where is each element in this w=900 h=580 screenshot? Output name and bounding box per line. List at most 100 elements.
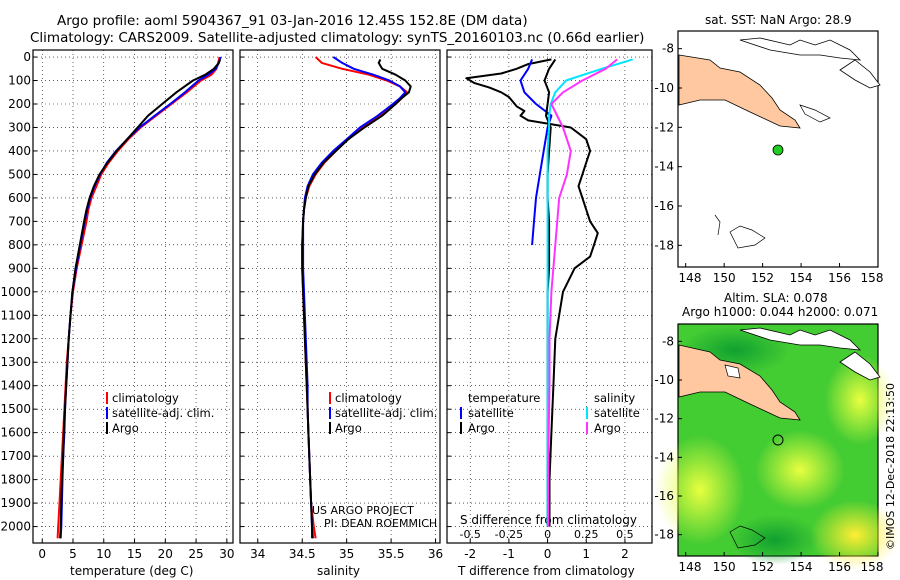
lon-tick-label: 148	[679, 271, 702, 285]
depth-tick-label: 300	[8, 120, 31, 134]
x-tick-label: 20	[158, 547, 173, 561]
depth-tick-label: 400	[8, 144, 31, 158]
sla-high-region	[655, 435, 745, 545]
s-diff-tick-label: -0.5	[459, 528, 480, 541]
x-tick-label: 35	[339, 547, 354, 561]
difference-xlabel: T difference from climatology	[457, 564, 635, 578]
float-position-marker	[772, 434, 784, 446]
s-diff-tick-label: 0.25	[574, 528, 599, 541]
legend-argo: Argo	[335, 421, 362, 435]
depth-tick-label: 200	[8, 97, 31, 111]
lat-tick-label: -10	[654, 81, 674, 95]
diff-legend-t-argo: Argo	[468, 421, 495, 435]
lat-tick-label: -12	[654, 120, 674, 134]
series-line-satellite-adj-clim-	[59, 56, 222, 539]
s-diff-tick-label: -0.25	[495, 528, 523, 541]
series-line-satellite-adj-clim-	[302, 56, 407, 539]
x-tick-label: 5	[69, 547, 77, 561]
islands-outline	[799, 104, 831, 123]
x-tick-label: 25	[188, 547, 203, 561]
lon-tick-label: 158	[861, 560, 884, 574]
depth-tick-label: 0	[23, 50, 31, 64]
lat-tick-label: -12	[654, 412, 674, 426]
diff-legend-s-argo: Argo	[594, 421, 621, 435]
x-tick-label: 10	[96, 547, 111, 561]
series-line-argo	[59, 59, 222, 539]
new-guinea-land	[678, 344, 801, 421]
lon-tick-label: 154	[790, 560, 813, 574]
depth-tick-label: 2000	[0, 520, 31, 534]
depth-tick-label: 100	[8, 74, 31, 88]
map-top	[677, 30, 881, 268]
depth-tick-label: 600	[8, 191, 31, 205]
lat-tick-label: -14	[654, 450, 674, 464]
salinity-legend: climatology satellite-adj. clim. Argo	[329, 391, 437, 435]
islands-outline	[724, 364, 741, 379]
bougainville-outline	[839, 351, 881, 381]
depth-tick-label: 1700	[0, 449, 31, 463]
temperature-xlabel: temperature (deg C)	[70, 564, 193, 578]
series-line-salinity-satellite	[546, 58, 633, 527]
salinity-curves	[301, 56, 412, 539]
depth-tick-label: 1900	[0, 496, 31, 510]
series-line-temperature-argo	[465, 58, 599, 527]
difference-xticks: -2 -1 0 1 2	[464, 547, 629, 561]
x-tick-label: 15	[127, 547, 142, 561]
lat-tick-label: -16	[654, 199, 674, 213]
depth-tick-label: 1300	[0, 355, 31, 369]
depth-tick-label: 1800	[0, 473, 31, 487]
reef-outline-2	[714, 214, 721, 236]
legend-argo: Argo	[112, 421, 139, 435]
map-bottom-title2: Argo h1000: 0.044 h2000: 0.071	[682, 305, 878, 319]
depth-tick-label: 700	[8, 214, 31, 228]
s-difference-xticks: -0.5 -0.25 0 0.25 0.5	[459, 528, 633, 541]
x-tick-label: 0	[544, 547, 552, 561]
depth-tick-label: 1200	[0, 332, 31, 346]
difference-grid	[447, 50, 652, 543]
map-bottom-ticks: -8 -10 -12 -14 -16 -18 148 150 152 154 156 158	[654, 334, 883, 574]
depth-axis-labels: 0 100 200 300 400 500 600 700 800 900 1000 1100 1200…	[0, 50, 31, 534]
lon-tick-label: 148	[679, 560, 702, 574]
difference-legend: temperature satellite Argo salinity sate…	[460, 391, 640, 435]
diff-legend-s-satellite: satellite	[594, 406, 640, 420]
depth-tick-label: 900	[8, 261, 31, 275]
header-line2: Climatology: CARS2009. Satellite-adjuste…	[30, 30, 644, 46]
new-britain-outline	[739, 37, 862, 61]
depth-tick-label: 1100	[0, 308, 31, 322]
lon-tick-label: 150	[713, 271, 736, 285]
series-line-argo	[301, 58, 412, 539]
project-credit: US ARGO PROJECT	[312, 504, 414, 517]
map-bottom	[655, 323, 900, 570]
depth-tick-label: 800	[8, 238, 31, 252]
salinity-grid	[240, 50, 440, 543]
lat-tick-label: -16	[654, 489, 674, 503]
s-diff-tick-label: 0.5	[616, 528, 634, 541]
x-tick-label: 34	[250, 547, 265, 561]
diff-legend-t-satellite: satellite	[468, 406, 514, 420]
difference-panel-frame	[446, 49, 653, 544]
x-tick-label: 35.5	[378, 547, 405, 561]
temperature-xticks: 0 5 10 15 20 25 30	[38, 547, 234, 561]
imos-stamp: ©IMOS 12-Dec-2018 22:13:50	[884, 383, 897, 550]
series-line-t-diff-satellite-magenta-	[547, 58, 618, 527]
temperature-curves	[56, 56, 222, 539]
legend-satellite: satellite-adj. clim.	[335, 406, 437, 420]
depth-tick-label: 1600	[0, 426, 31, 440]
reef-outline	[729, 525, 766, 549]
depth-tick-label: 1500	[0, 402, 31, 416]
header-line1: Argo profile: aoml 5904367_91 03-Jan-201…	[57, 13, 528, 29]
s-diff-tick-label: 0	[544, 528, 551, 541]
x-tick-label: -1	[503, 547, 515, 561]
lat-tick-label: -8	[662, 334, 674, 348]
x-tick-label: 2	[621, 547, 629, 561]
temperature-panel-frame	[32, 49, 234, 544]
pi-credit: PI: DEAN ROEMMICH	[324, 517, 437, 530]
diff-legend-temperature: temperature	[468, 391, 540, 405]
x-tick-label: 36	[428, 547, 443, 561]
legend-climatology: climatology	[112, 391, 179, 405]
map-top-title: sat. SST: NaN Argo: 28.9	[705, 13, 852, 27]
depth-tick-label: 1400	[0, 379, 31, 393]
depth-tick-label: 500	[8, 167, 31, 181]
x-tick-label: 34.5	[289, 547, 316, 561]
